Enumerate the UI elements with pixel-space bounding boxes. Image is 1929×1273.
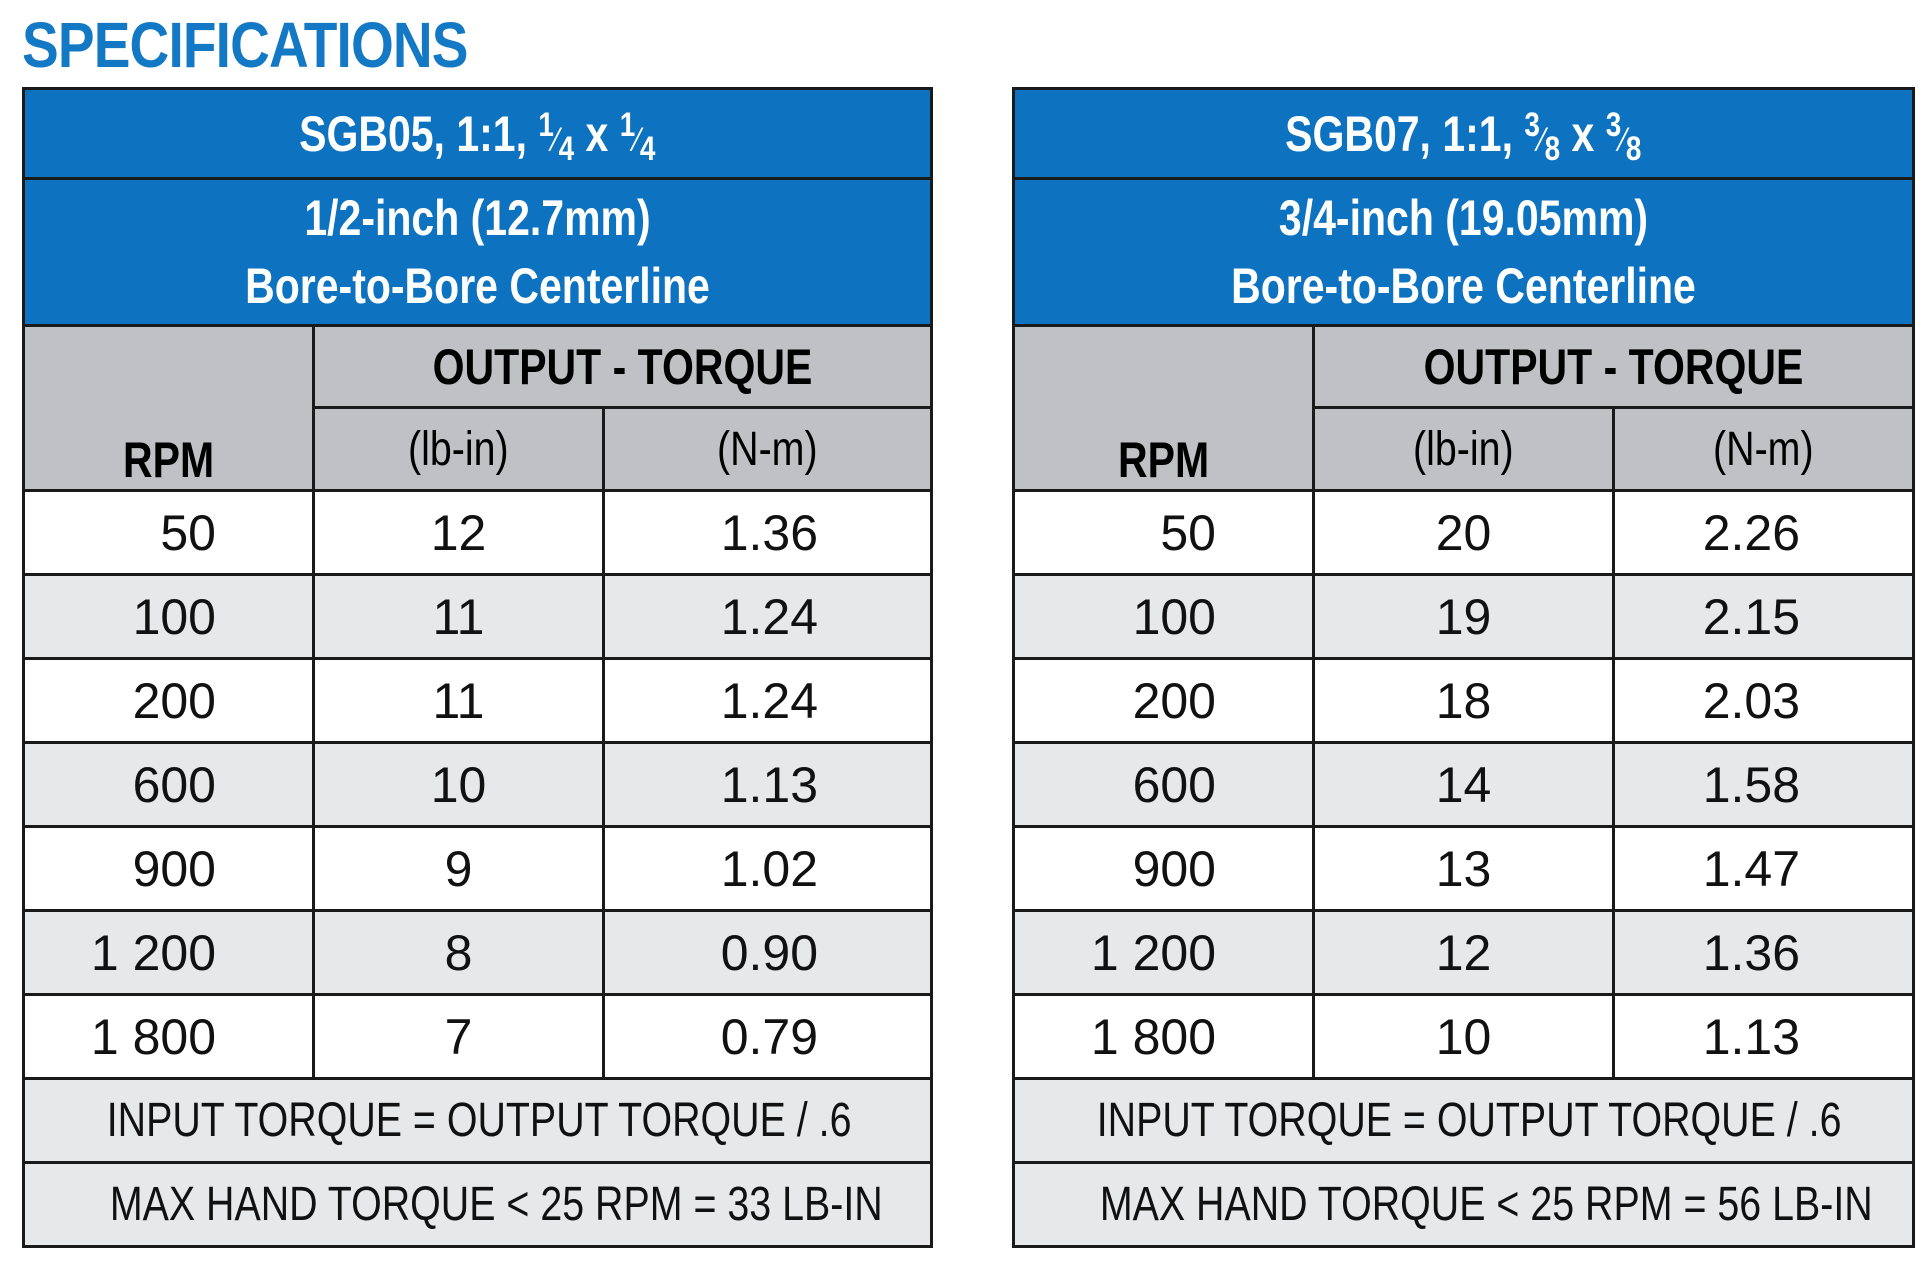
- bore-spec: 3/4-inch (19.05mm) Bore-to-Bore Centerli…: [1011, 177, 1916, 327]
- torque-lbin-cell: 18: [1312, 657, 1615, 744]
- shaft-size-fraction: 1⁄4: [619, 106, 656, 169]
- torque-lbin-cell: 10: [1312, 993, 1615, 1080]
- bore-distance: 3/4-inch (19.05mm): [1278, 190, 1649, 246]
- rpm-cell: 900: [1012, 825, 1315, 912]
- torque-nm-cell: 2.15: [1611, 573, 1916, 660]
- torque-nm-cell: 1.36: [601, 489, 934, 576]
- unit-nm-header: (N-m): [601, 406, 934, 492]
- rpm-cell: 100: [22, 573, 315, 660]
- model-title: SGB07, 1:1, 3⁄8 x 3⁄8: [1011, 87, 1916, 180]
- rpm-cell: 600: [22, 741, 315, 828]
- input-torque-note: INPUT TORQUE = OUTPUT TORQUE / .6: [1011, 1077, 1916, 1164]
- bore-label: Bore-to-Bore Centerline: [1231, 258, 1696, 314]
- table-row: 1 800 7 0.79: [22, 993, 934, 1080]
- max-hand-torque-note: MAX HAND TORQUE < 25 RPM = 33 LB-IN: [21, 1161, 934, 1248]
- rpm-cell: 200: [22, 657, 315, 744]
- torque-lbin-cell: 13: [1312, 825, 1615, 912]
- bore-spec: 1/2-inch (12.7mm) Bore-to-Bore Centerlin…: [21, 177, 934, 327]
- table-row: 200 11 1.24: [22, 657, 934, 744]
- spec-table-sgb05: SGB05, 1:1, 1⁄4 x 1⁄4 1/2-inch (12.7mm) …: [21, 87, 934, 1248]
- unit-nm-header: (N-m): [1611, 406, 1916, 492]
- torque-nm-cell: 0.90: [601, 909, 934, 996]
- rpm-header: RPM: [22, 324, 315, 492]
- model-name: SGB05, 1:1,: [299, 105, 528, 162]
- rpm-cell: 1 800: [1012, 993, 1315, 1080]
- unit-lbin-header: (lb-in): [312, 406, 605, 492]
- table-row: 50 20 2.26: [1012, 489, 1916, 576]
- rpm-cell: 100: [1012, 573, 1315, 660]
- output-torque-header: OUTPUT - TORQUE: [311, 324, 934, 409]
- torque-lbin-cell: 10: [312, 741, 605, 828]
- bore-distance: 1/2-inch (12.7mm): [304, 190, 651, 246]
- torque-lbin-cell: 12: [1312, 909, 1615, 996]
- torque-lbin-cell: 19: [1312, 573, 1615, 660]
- rpm-cell: 50: [1012, 489, 1315, 576]
- table-row: 100 19 2.15: [1012, 573, 1916, 660]
- table-row: 50 12 1.36: [22, 489, 934, 576]
- table-row: 600 14 1.58: [1012, 741, 1916, 828]
- rpm-cell: 600: [1012, 741, 1315, 828]
- torque-nm-cell: 1.36: [1611, 909, 1916, 996]
- table-row: 900 13 1.47: [1012, 825, 1916, 912]
- size-separator: x: [1571, 105, 1595, 162]
- torque-nm-cell: 1.13: [601, 741, 934, 828]
- size-separator: x: [585, 105, 609, 162]
- rpm-cell: 900: [22, 825, 315, 912]
- table-row: 1 800 10 1.13: [1012, 993, 1916, 1080]
- torque-lbin-cell: 12: [312, 489, 605, 576]
- rpm-cell: 1 200: [1012, 909, 1315, 996]
- torque-nm-cell: 1.24: [601, 573, 934, 660]
- torque-lbin-cell: 20: [1312, 489, 1615, 576]
- torque-nm-cell: 2.26: [1611, 489, 1916, 576]
- input-torque-note: INPUT TORQUE = OUTPUT TORQUE / .6: [21, 1077, 934, 1164]
- torque-lbin-cell: 14: [1312, 741, 1615, 828]
- shaft-size-fraction: 1⁄4: [538, 106, 575, 169]
- bore-label: Bore-to-Bore Centerline: [245, 258, 710, 314]
- table-row: 100 11 1.24: [22, 573, 934, 660]
- table-row: 200 18 2.03: [1012, 657, 1916, 744]
- torque-lbin-cell: 11: [312, 573, 605, 660]
- spec-table-sgb07: SGB07, 1:1, 3⁄8 x 3⁄8 3/4-inch (19.05mm)…: [1011, 87, 1916, 1248]
- torque-nm-cell: 1.47: [1611, 825, 1916, 912]
- model-name: SGB07, 1:1,: [1285, 105, 1514, 162]
- torque-nm-cell: 1.02: [601, 825, 934, 912]
- rpm-cell: 200: [1012, 657, 1315, 744]
- torque-lbin-cell: 8: [312, 909, 605, 996]
- torque-nm-cell: 2.03: [1611, 657, 1916, 744]
- torque-nm-cell: 1.13: [1611, 993, 1916, 1080]
- unit-lbin-header: (lb-in): [1312, 406, 1615, 492]
- table-row: 600 10 1.13: [22, 741, 934, 828]
- torque-nm-cell: 0.79: [601, 993, 934, 1080]
- shaft-size-fraction: 3⁄8: [1605, 106, 1642, 169]
- torque-lbin-cell: 7: [312, 993, 605, 1080]
- torque-nm-cell: 1.58: [1611, 741, 1916, 828]
- table-row: 900 9 1.02: [22, 825, 934, 912]
- torque-lbin-cell: 11: [312, 657, 605, 744]
- rpm-cell: 50: [22, 489, 315, 576]
- torque-lbin-cell: 9: [312, 825, 605, 912]
- model-title: SGB05, 1:1, 1⁄4 x 1⁄4: [21, 87, 934, 180]
- rpm-cell: 1 800: [22, 993, 315, 1080]
- torque-nm-cell: 1.24: [601, 657, 934, 744]
- table-row: 1 200 8 0.90: [22, 909, 934, 996]
- output-torque-header: OUTPUT - TORQUE: [1311, 324, 1916, 409]
- rpm-cell: 1 200: [22, 909, 315, 996]
- shaft-size-fraction: 3⁄8: [1524, 106, 1561, 169]
- page-title: SPECIFICATIONS: [22, 9, 469, 81]
- max-hand-torque-note: MAX HAND TORQUE < 25 RPM = 56 LB-IN: [1011, 1161, 1916, 1248]
- rpm-header: RPM: [1012, 324, 1315, 492]
- table-row: 1 200 12 1.36: [1012, 909, 1916, 996]
